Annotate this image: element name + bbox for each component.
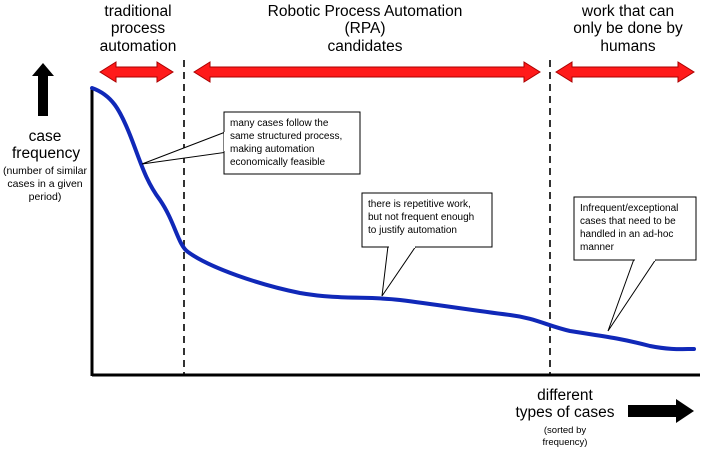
y-axis-title: case frequency: [12, 128, 81, 163]
callout-2-text: there is repetitive work, but not freque…: [368, 199, 475, 236]
x-axis-title: different types of cases: [515, 387, 615, 422]
y-axis-direction-arrow: [32, 63, 54, 116]
x-axis-direction-arrow: [628, 399, 694, 423]
region-arrow-traditional: [99, 61, 174, 83]
region-label-traditional: traditional process automation: [99, 3, 177, 55]
callout-3-text: Infrequent/exceptional cases that need t…: [580, 203, 679, 253]
callout-3-pointer: [607, 258, 657, 332]
callout-2-pointer: [381, 245, 417, 297]
callout-2-box: [361, 192, 493, 248]
region-label-humans: work that can only be done by humans: [573, 3, 683, 55]
region-arrow-humans: [555, 61, 695, 83]
frequency-curve: [90, 86, 696, 352]
callout-1-pointer: [141, 130, 229, 165]
callout-1-box: [223, 111, 361, 175]
region-arrow-rpa: [193, 61, 541, 83]
callout-1-text: many cases follow the same structured pr…: [230, 118, 343, 168]
x-axis-subtitle: (sorted by frequency): [542, 425, 588, 448]
region-label-rpa: Robotic Process Automation (RPA) candida…: [267, 3, 463, 55]
y-axis-subtitle: (number of similar cases in a given peri…: [2, 165, 88, 204]
